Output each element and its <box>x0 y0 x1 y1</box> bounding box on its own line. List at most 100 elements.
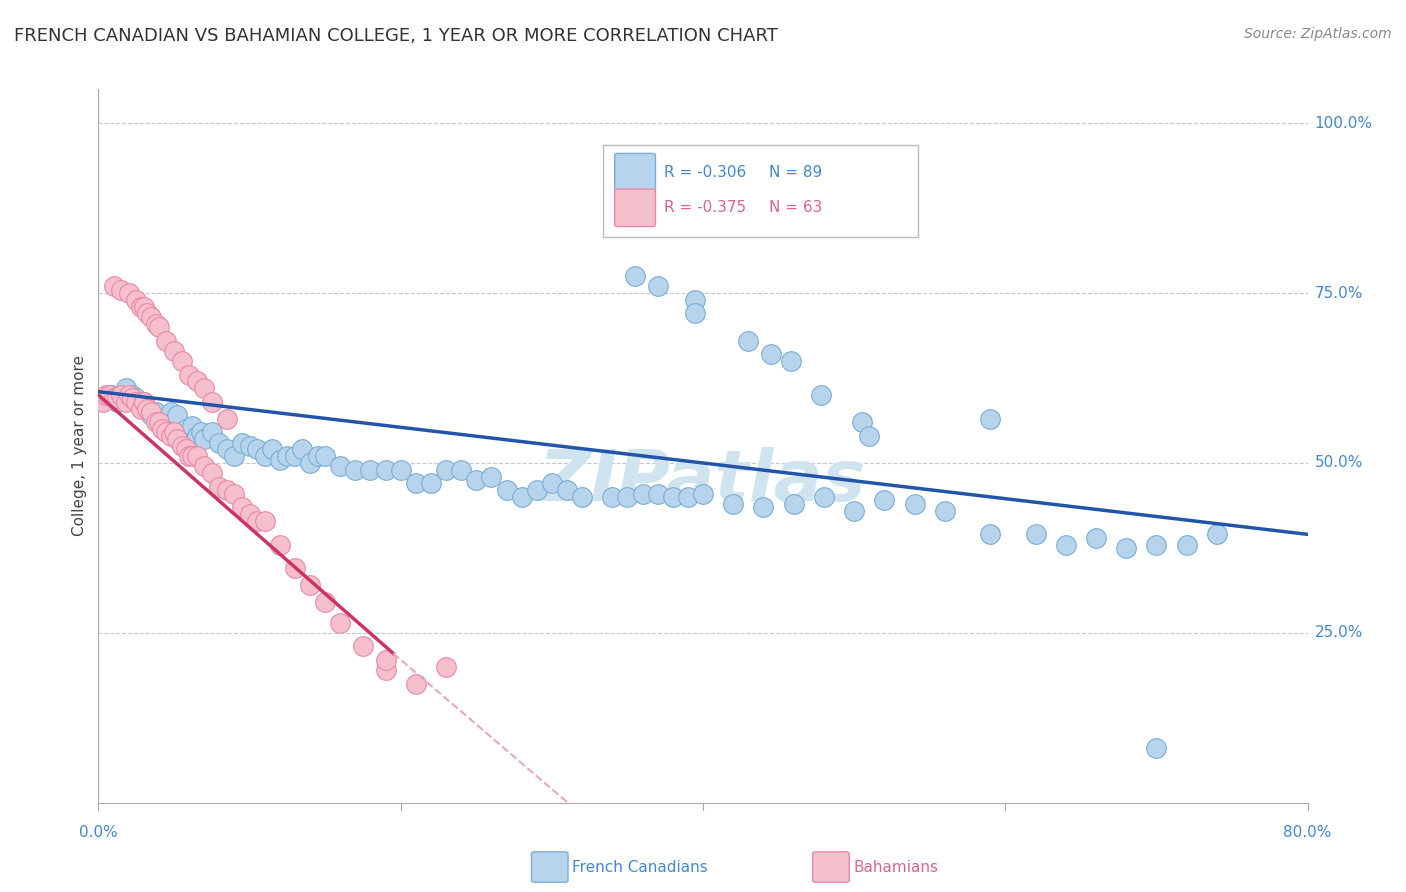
Point <box>129 401 152 416</box>
Point <box>163 343 186 358</box>
Text: 50.0%: 50.0% <box>1315 456 1362 470</box>
Point <box>481 469 503 483</box>
Text: 0.0%: 0.0% <box>79 825 118 840</box>
Text: R = -0.375: R = -0.375 <box>664 201 747 215</box>
Point <box>186 429 208 443</box>
Point <box>676 490 699 504</box>
Point <box>555 483 578 498</box>
Point <box>132 394 155 409</box>
Point <box>329 459 352 474</box>
Point <box>181 418 204 433</box>
Point <box>148 412 170 426</box>
Point <box>125 293 148 307</box>
Point <box>163 425 186 440</box>
Point <box>98 388 121 402</box>
Text: Source: ZipAtlas.com: Source: ZipAtlas.com <box>1244 27 1392 41</box>
Point <box>685 293 707 307</box>
Point <box>201 425 224 440</box>
Point <box>231 500 253 515</box>
Point <box>647 279 669 293</box>
Point <box>246 514 269 528</box>
Point <box>631 486 654 500</box>
Point <box>215 483 238 498</box>
Point <box>299 578 322 592</box>
Point <box>105 392 128 406</box>
Point <box>135 401 157 416</box>
Text: ZIPatlas: ZIPatlas <box>540 447 866 516</box>
Point <box>813 490 835 504</box>
Point <box>118 286 141 301</box>
Text: Bahamians: Bahamians <box>853 860 938 874</box>
Text: N = 63: N = 63 <box>769 201 823 215</box>
Point <box>692 486 714 500</box>
Point <box>374 663 396 677</box>
Point <box>201 466 224 480</box>
Point <box>208 480 231 494</box>
Point <box>135 401 157 416</box>
Point <box>299 456 322 470</box>
Point <box>186 375 208 389</box>
Point <box>121 388 143 402</box>
Point <box>685 306 707 320</box>
Point <box>155 425 177 440</box>
Point <box>752 500 775 515</box>
Point <box>1054 537 1077 551</box>
Point <box>858 429 880 443</box>
Point <box>141 405 163 419</box>
Point <box>174 422 197 436</box>
Point <box>132 394 155 409</box>
Point <box>434 660 457 674</box>
Point <box>307 449 329 463</box>
Point <box>450 463 472 477</box>
Point <box>170 439 193 453</box>
Point <box>174 442 197 457</box>
Point <box>177 429 201 443</box>
Point <box>979 527 1001 541</box>
Point <box>246 442 269 457</box>
Point <box>148 415 170 429</box>
Point <box>434 463 457 477</box>
Point <box>177 368 201 382</box>
Point <box>253 514 276 528</box>
Point <box>193 381 215 395</box>
Point <box>759 347 782 361</box>
Point <box>190 425 212 440</box>
Point <box>904 497 927 511</box>
Point <box>352 640 374 654</box>
Point <box>721 497 744 511</box>
Point <box>495 483 517 498</box>
Point <box>269 537 291 551</box>
Text: 80.0%: 80.0% <box>1284 825 1331 840</box>
Point <box>166 432 188 446</box>
Point <box>177 449 201 463</box>
Point <box>100 388 122 402</box>
Point <box>160 429 183 443</box>
Point <box>540 476 562 491</box>
Point <box>224 486 246 500</box>
Point <box>132 300 155 314</box>
Point <box>844 503 866 517</box>
Point <box>571 490 593 504</box>
Point <box>181 449 204 463</box>
Point <box>1115 541 1137 555</box>
Point <box>1206 527 1229 541</box>
Point <box>616 490 638 504</box>
Point <box>150 422 173 436</box>
Point <box>145 405 167 419</box>
Point <box>314 449 336 463</box>
Point <box>135 306 157 320</box>
Point <box>647 486 669 500</box>
Point <box>526 483 548 498</box>
Text: FRENCH CANADIAN VS BAHAMIAN COLLEGE, 1 YEAR OR MORE CORRELATION CHART: FRENCH CANADIAN VS BAHAMIAN COLLEGE, 1 Y… <box>14 27 778 45</box>
Point <box>810 388 832 402</box>
Point <box>110 283 132 297</box>
Point <box>374 653 396 667</box>
Text: N = 89: N = 89 <box>769 165 823 179</box>
Point <box>193 432 215 446</box>
Point <box>91 394 114 409</box>
Point <box>170 354 193 368</box>
Point <box>118 388 141 402</box>
Point <box>465 473 488 487</box>
Point <box>166 409 188 423</box>
Point <box>155 418 177 433</box>
